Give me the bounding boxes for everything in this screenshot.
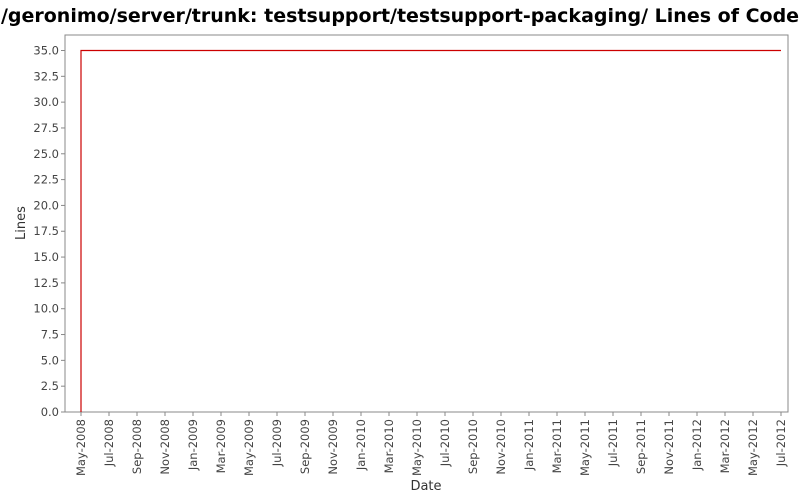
y-tick-label: 2.5: [41, 379, 59, 393]
y-tick-label: 10.0: [33, 302, 59, 316]
x-tick-label: Mar-2012: [718, 419, 732, 473]
x-tick-label: Nov-2009: [326, 419, 340, 475]
x-tick-label: May-2009: [242, 419, 256, 476]
y-tick-label: 0.0: [41, 405, 59, 419]
y-tick-label: 17.5: [33, 224, 59, 238]
x-tick-label: Jan-2010: [354, 419, 368, 471]
y-tick-label: 35.0: [33, 43, 59, 57]
x-axis-label: Date: [410, 479, 441, 494]
x-tick-label: Sep-2010: [466, 419, 480, 474]
y-tick-label: 30.0: [33, 95, 59, 109]
series-group: [80, 49, 781, 412]
x-tick-label: Sep-2008: [130, 419, 144, 474]
x-tick-label: Jan-2009: [186, 419, 200, 471]
x-tick-label: Jan-2011: [522, 419, 536, 471]
x-tick-label: Jul-2011: [606, 419, 620, 467]
series-line: [80, 49, 781, 412]
x-tick-label: May-2008: [74, 419, 88, 476]
x-tick-label: Sep-2009: [298, 419, 312, 474]
chart-title: /geronimo/server/trunk: testsupport/test…: [0, 5, 800, 27]
y-tick-label: 15.0: [33, 250, 59, 264]
y-tick-label: 5.0: [41, 353, 59, 367]
y-tick-label: 32.5: [33, 69, 59, 83]
x-tick-label: Jul-2008: [102, 419, 116, 467]
x-tick-label: Jul-2012: [774, 419, 788, 467]
plot-area: [64, 34, 789, 413]
x-tick-label: Mar-2010: [382, 419, 396, 473]
y-tick-label: 12.5: [33, 276, 59, 290]
y-tick-label: 22.5: [33, 173, 59, 187]
x-tick-label: May-2012: [746, 419, 760, 476]
y-axis-label: Lines: [14, 206, 29, 240]
x-tick-label: May-2010: [410, 419, 424, 476]
x-tick-label: Nov-2010: [494, 419, 508, 475]
x-tick-label: Jul-2010: [438, 419, 452, 467]
y-tick-label: 20.0: [33, 198, 59, 212]
y-tick-label: 7.5: [41, 328, 59, 342]
x-tick-label: Mar-2011: [550, 419, 564, 473]
x-tick-label: Jul-2009: [270, 419, 284, 467]
y-axis: 0.0 2.5 5.0 7.5 10.0 12.5 15.0 17.5 20.0 22.5 25.0…: [33, 43, 65, 419]
x-tick-label: Nov-2008: [158, 419, 172, 475]
x-tick-label: Mar-2009: [214, 419, 228, 473]
x-axis: May-2008 Jul-2008 Sep-2008 Nov-2008 Jan-2009…: [74, 412, 788, 476]
y-tick-label: 25.0: [33, 147, 59, 161]
x-tick-label: Jan-2012: [690, 419, 704, 471]
x-tick-label: Sep-2011: [634, 419, 648, 474]
y-tick-label: 27.5: [33, 121, 59, 135]
x-tick-label: Nov-2011: [662, 419, 676, 475]
x-tick-label: May-2011: [578, 419, 592, 476]
